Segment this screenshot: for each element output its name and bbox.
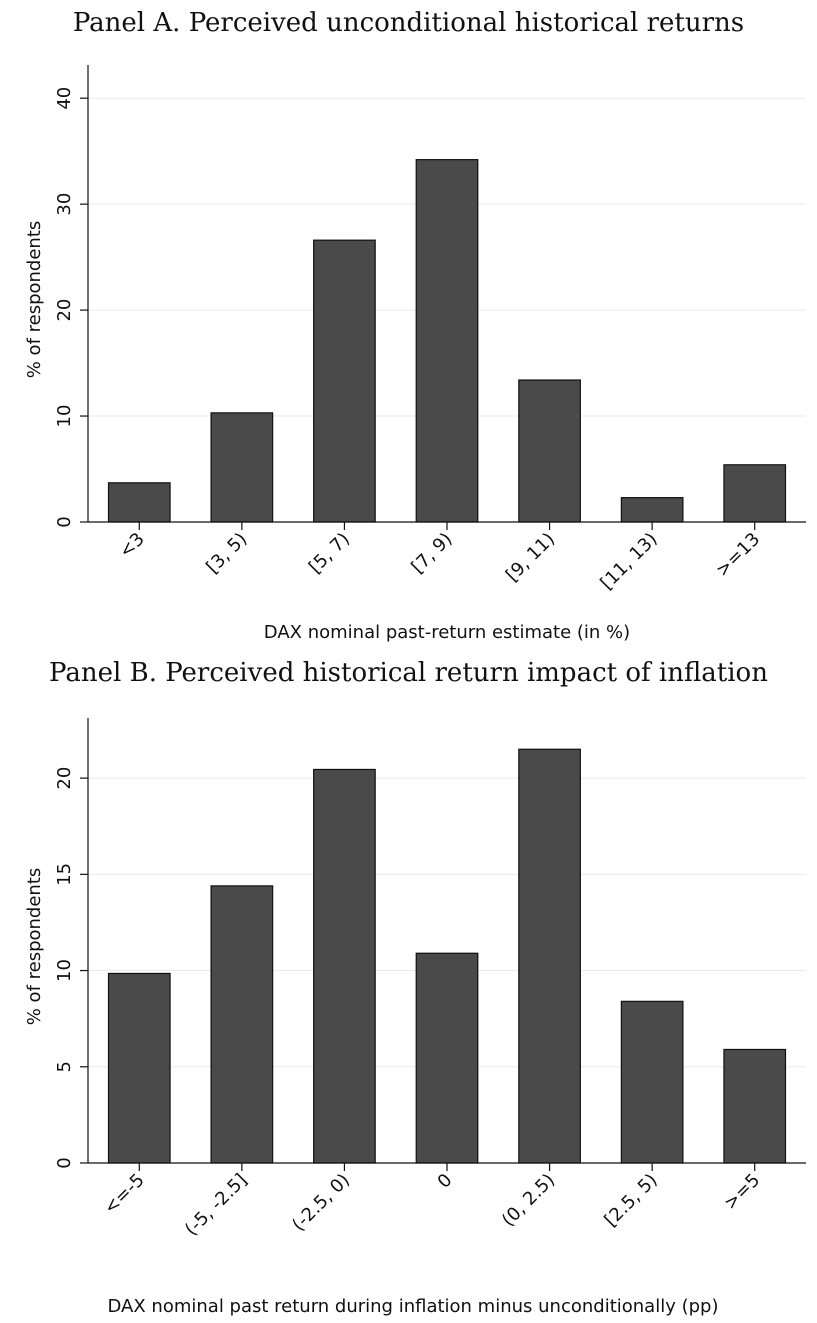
y-tick-label: 5 [54, 1061, 75, 1072]
y-tick-label: 15 [54, 863, 75, 886]
bar-0 [107, 972, 171, 1164]
x-tick-label: >=5 [720, 1170, 764, 1214]
bar-0 [107, 482, 171, 523]
x-tick-label: <=-5 [100, 1170, 149, 1219]
bar-4 [518, 748, 581, 1164]
bar-2 [313, 768, 376, 1164]
y-axis-title: % of respondents [24, 868, 45, 1026]
x-tick-label: (-5, -2.5] [181, 1170, 251, 1240]
x-axis-title: DAX nominal past return during inflation… [108, 1296, 719, 1317]
y-tick-label: 40 [54, 87, 75, 110]
x-tick-label: (0, 2.5) [498, 1170, 559, 1231]
panel-b-title: Panel B. Perceived historical return imp… [49, 658, 768, 688]
bar-1 [210, 885, 274, 1164]
bar-6 [723, 1048, 787, 1164]
bar-3 [415, 952, 479, 1164]
x-tick-label: (-2.5, 0) [288, 1170, 354, 1236]
x-tick-label: [3, 5) [202, 529, 251, 578]
x-tick-label: [7, 9) [407, 529, 456, 578]
bar-5 [620, 497, 684, 523]
x-tick-label: [9, 11) [502, 529, 559, 586]
x-tick-label: [2.5, 5) [600, 1170, 661, 1231]
panel-a-chart: 0 10 20 30 40 <3 [3, 5) [5, 7) [7, 9) [9, 11) [11,… [24, 65, 806, 643]
bar-3 [415, 159, 479, 523]
y-tick-label: 10 [54, 959, 75, 982]
bar-4 [518, 379, 581, 523]
y-tick-label: 20 [54, 299, 75, 322]
x-tick-label: [11, 13) [596, 529, 661, 594]
x-tick-label: >=13 [712, 529, 764, 581]
x-tick-label: [5, 7) [305, 529, 354, 578]
panel-b-chart: 0 5 10 15 20 <=-5 (-5, -2.5] (-2.5, 0) 0 (0, 2.5)… [24, 718, 806, 1317]
y-tick-label: 30 [54, 193, 75, 216]
x-axis-title: DAX nominal past-return estimate (in %) [264, 622, 630, 643]
x-tick-label: 0 [434, 1170, 457, 1193]
bar-5 [620, 1000, 684, 1164]
y-axis-title: % of respondents [24, 221, 45, 379]
bar-6 [723, 464, 787, 523]
y-tick-label: 0 [54, 516, 75, 527]
bar-2 [313, 239, 376, 523]
y-tick-label: 20 [54, 767, 75, 790]
panel-a-title: Panel A. Perceived unconditional histori… [72, 8, 745, 38]
y-tick-label: 0 [54, 1157, 75, 1168]
x-tick-label: <3 [115, 529, 149, 563]
bar-1 [210, 412, 274, 523]
y-tick-label: 10 [54, 405, 75, 428]
